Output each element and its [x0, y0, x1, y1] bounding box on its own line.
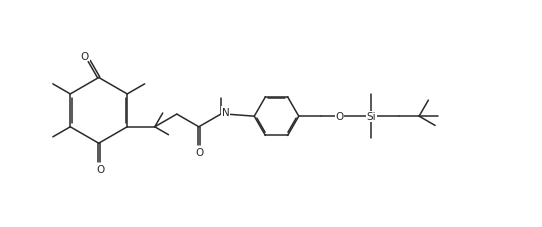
Text: O: O: [81, 52, 89, 61]
Text: O: O: [335, 112, 344, 122]
Text: N: N: [222, 107, 230, 117]
Text: O: O: [196, 147, 204, 157]
Text: Si: Si: [366, 112, 376, 122]
Text: O: O: [96, 164, 105, 174]
